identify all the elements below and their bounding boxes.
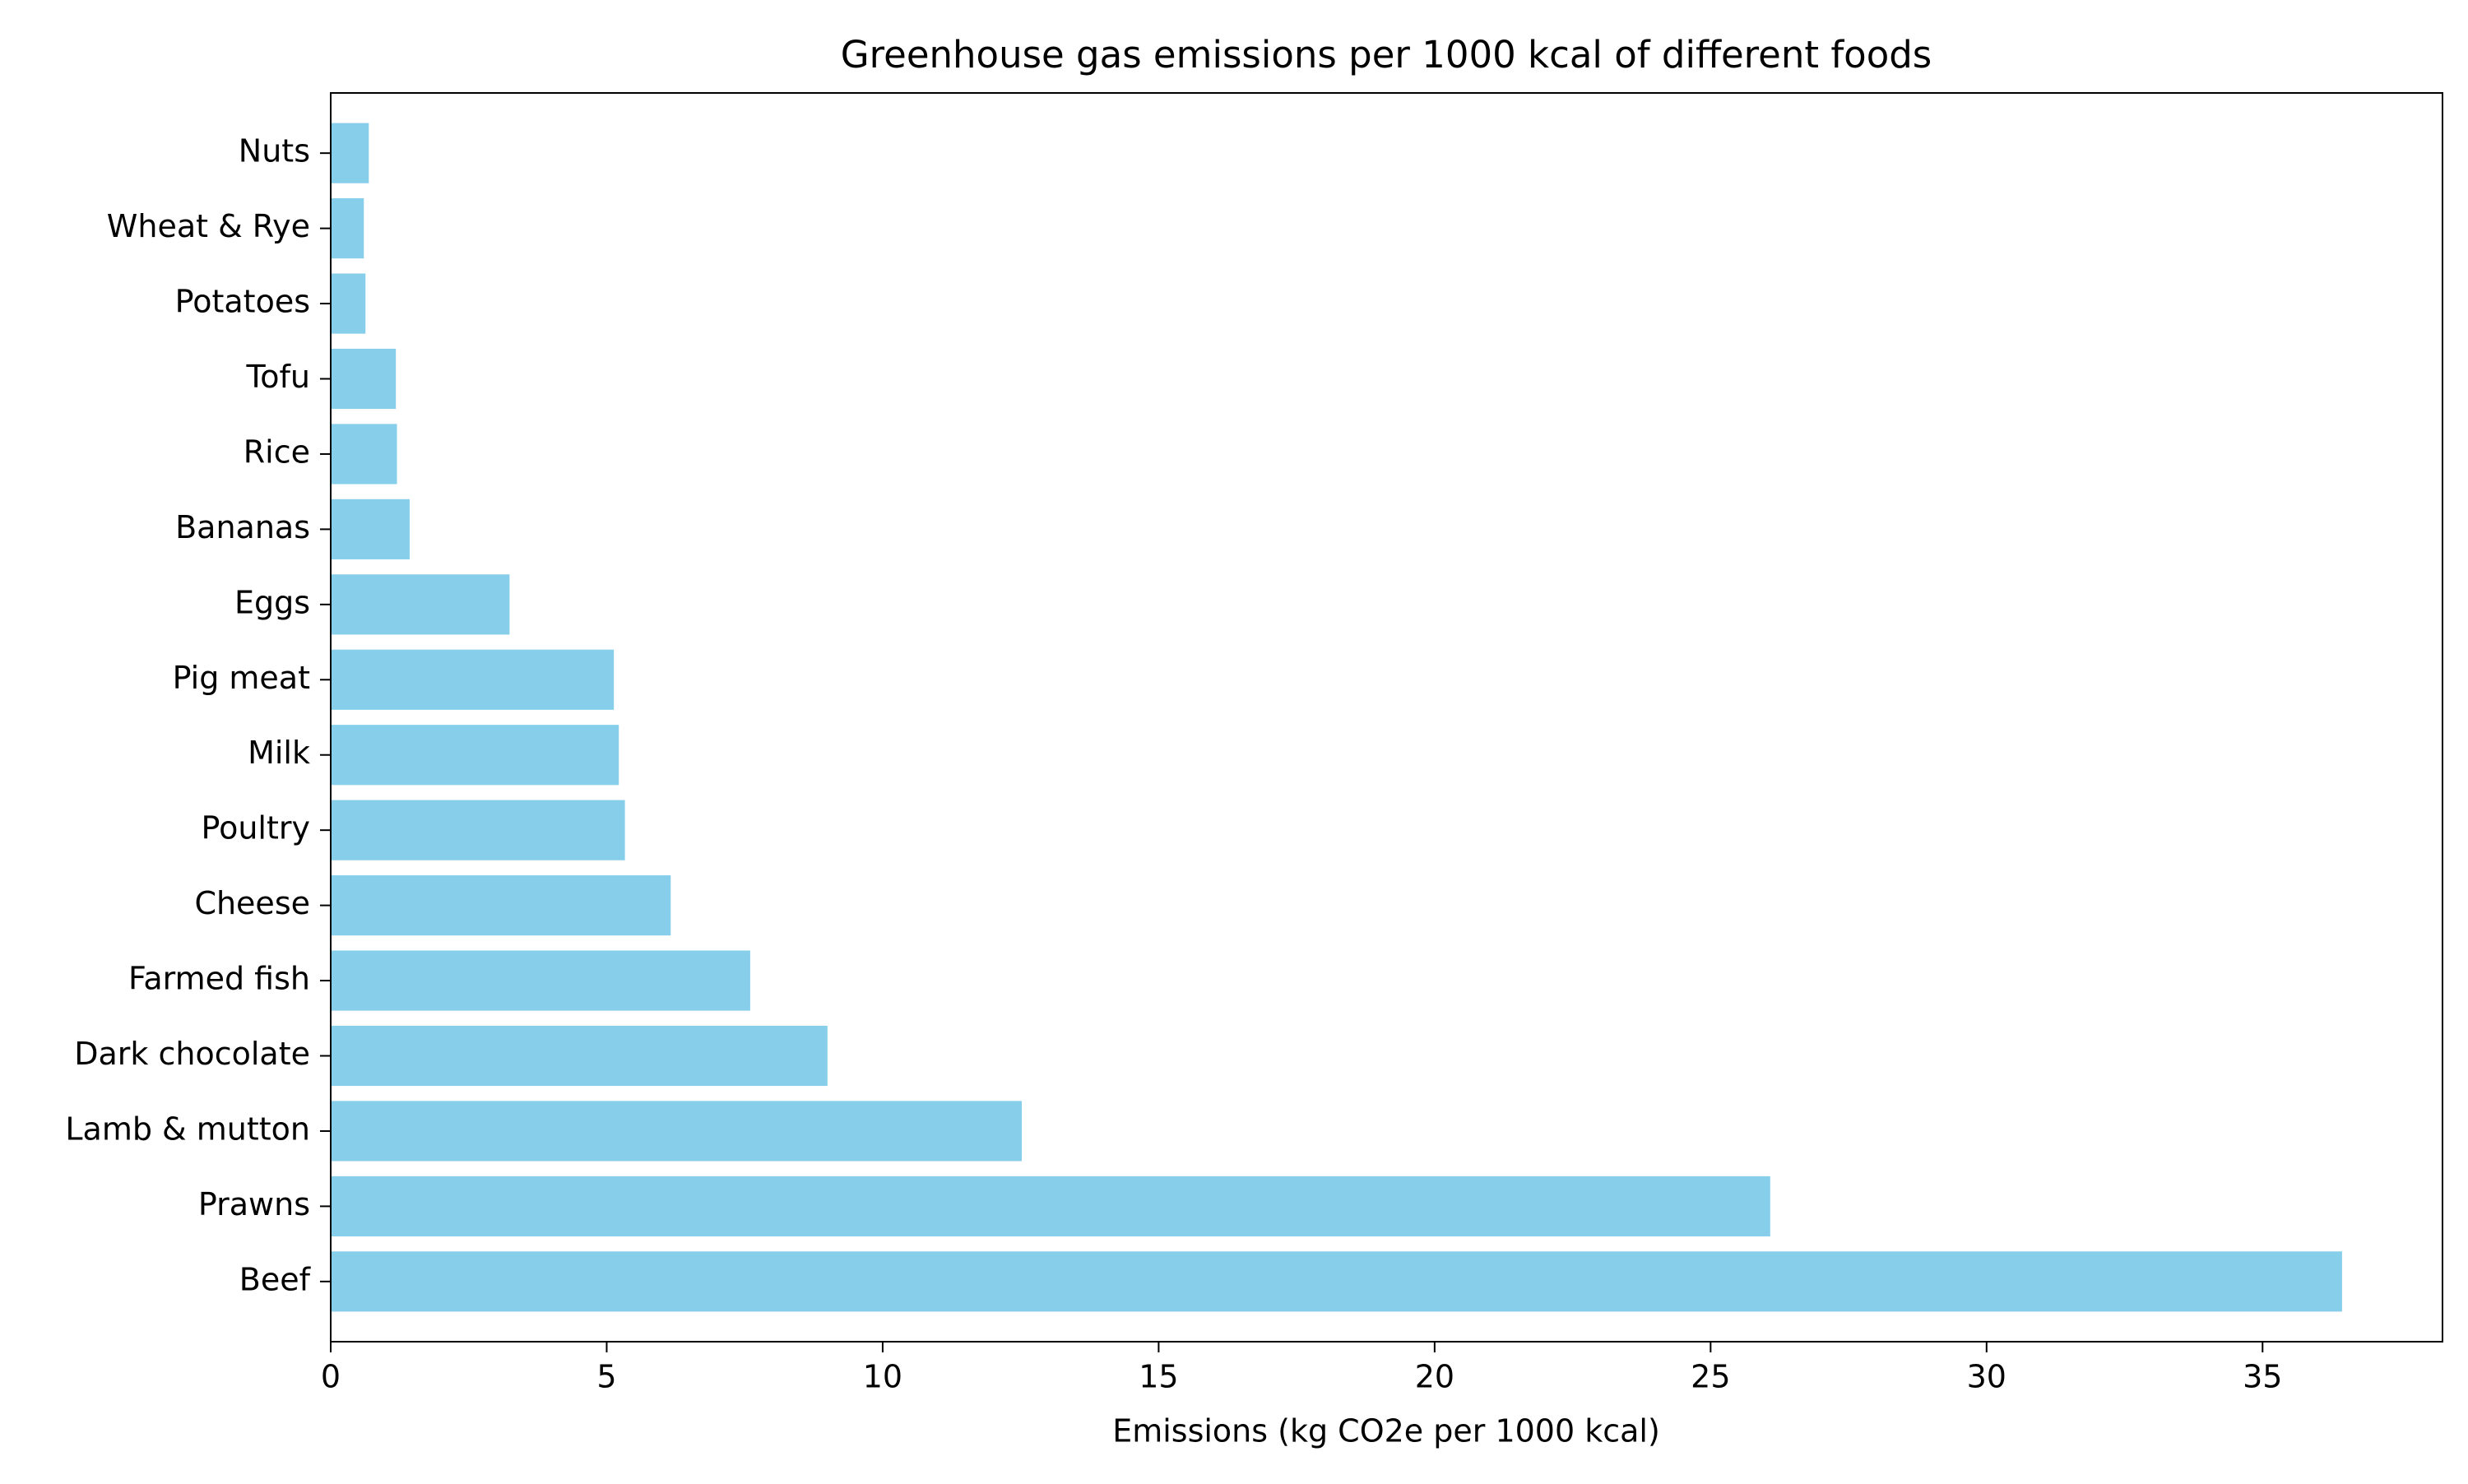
y-tick-label: Eggs: [234, 584, 310, 620]
bar: [331, 1176, 1770, 1236]
x-tick-label: 35: [2243, 1359, 2282, 1395]
plot-frame: [330, 92, 2443, 1343]
bar: [331, 1025, 828, 1087]
x-tick-label: 5: [596, 1359, 616, 1395]
x-axis-label: Emissions (kg CO2e per 1000 kcal): [1112, 1413, 1660, 1449]
bar: [331, 499, 410, 559]
bar: [331, 875, 671, 936]
bar: [331, 725, 619, 786]
y-tick-label: Wheat & Rye: [107, 208, 310, 244]
y-tick-label: Beef: [239, 1261, 312, 1297]
bar: [331, 950, 750, 1011]
bar: [331, 348, 397, 410]
x-tick-label: 15: [1139, 1359, 1178, 1395]
bar: [331, 574, 510, 635]
y-tick-label: Farmed fish: [128, 961, 310, 997]
y-tick-label: Milk: [248, 735, 310, 771]
x-tick-label: 10: [863, 1359, 902, 1395]
x-tick-label: 0: [321, 1359, 341, 1395]
y-tick-label: Potatoes: [175, 284, 310, 320]
y-tick-label: Poultry: [202, 810, 310, 846]
bar: [331, 1101, 1023, 1162]
y-tick-label: Dark chocolate: [74, 1036, 310, 1072]
y-tick-label: Nuts: [239, 133, 310, 169]
x-tick-label: 20: [1415, 1359, 1454, 1395]
bar: [331, 273, 366, 334]
x-tick-label: 30: [1967, 1359, 2006, 1395]
y-tick-label: Tofu: [246, 359, 310, 395]
chart-title: Greenhouse gas emissions per 1000 kcal o…: [841, 33, 1932, 77]
bar: [331, 123, 369, 183]
bar: [331, 1251, 2342, 1312]
bar: [331, 649, 615, 710]
y-tick-label: Prawns: [198, 1186, 310, 1222]
y-tick-label: Pig meat: [173, 660, 310, 696]
bar: [331, 800, 625, 860]
y-tick-label: Bananas: [175, 509, 310, 545]
bar: [331, 198, 364, 259]
y-tick-label: Lamb & mutton: [65, 1111, 310, 1147]
x-tick-label: 25: [1691, 1359, 1730, 1395]
y-tick-label: Rice: [244, 434, 310, 470]
y-tick-label: Cheese: [194, 885, 310, 921]
bar: [331, 424, 397, 485]
